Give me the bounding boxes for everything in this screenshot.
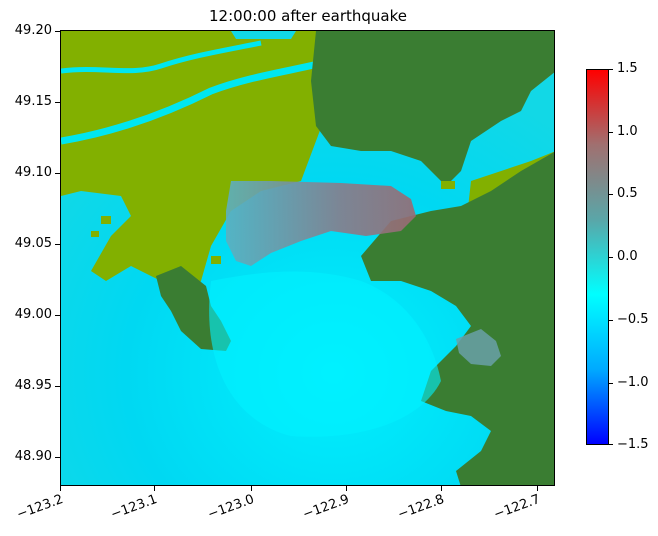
map-plot-area [60, 30, 555, 486]
x-tick-label: −122.9 [300, 492, 352, 523]
lowland-speckles [91, 161, 491, 264]
y-tick-label: 48.95 [14, 378, 52, 393]
colorbar-tick-mark [609, 383, 613, 384]
colorbar-tick-mark [609, 194, 613, 195]
x-tick-mark [537, 486, 538, 491]
bay-water [209, 271, 441, 437]
colorbar-tick-mark [609, 320, 613, 321]
colorbar-tick-label: −1.5 [617, 437, 649, 452]
y-tick-label: 48.90 [14, 449, 52, 464]
x-tick-label: −122.7 [491, 492, 543, 523]
map-title: 12:00:00 after earthquake [209, 7, 407, 25]
y-tick-label: 49.20 [14, 23, 52, 38]
y-tick-mark [55, 173, 60, 174]
colorbar-tick-label: 1.5 [617, 61, 638, 76]
inundation-map [61, 31, 554, 485]
y-tick-label: 49.05 [14, 236, 52, 251]
inundation-zone-south [456, 329, 501, 366]
colorbar-tick-mark [609, 257, 613, 258]
colorbar-tick-mark [609, 69, 613, 70]
y-tick-mark [55, 31, 60, 32]
colorbar-tick-label: 0.5 [617, 186, 638, 201]
x-tick-label: −123.2 [14, 492, 66, 523]
river-channel [61, 57, 332, 145]
x-tick-label: −123.0 [205, 492, 257, 523]
x-tick-mark [441, 486, 442, 491]
x-tick-label: −123.1 [108, 492, 160, 523]
colorbar-tick-mark [609, 444, 613, 445]
x-tick-mark [251, 486, 252, 491]
x-tick-mark [154, 486, 155, 491]
inundation-zone [226, 181, 416, 266]
y-tick-mark [55, 102, 60, 103]
y-tick-label: 49.15 [14, 94, 52, 109]
upland-east [361, 152, 554, 485]
y-tick-mark [55, 244, 60, 245]
colorbar-tick-label: −1.0 [617, 375, 649, 390]
y-tick-label: 49.00 [14, 307, 52, 322]
upland-north-east [311, 31, 554, 186]
x-tick-mark [346, 486, 347, 491]
river-branch [61, 40, 262, 74]
x-tick-mark [60, 486, 61, 491]
y-tick-mark [55, 315, 60, 316]
colorbar-tick-label: 1.0 [617, 124, 638, 139]
colorbar-tick-mark [609, 132, 613, 133]
colorbar [586, 69, 609, 445]
y-tick-mark [55, 386, 60, 387]
x-tick-label: −122.8 [395, 492, 447, 523]
y-tick-mark [55, 457, 60, 458]
y-tick-label: 49.10 [14, 165, 52, 180]
colorbar-tick-label: −0.5 [617, 312, 649, 327]
lowland-north-west [61, 31, 554, 301]
colorbar-tick-label: 0.0 [617, 249, 638, 264]
